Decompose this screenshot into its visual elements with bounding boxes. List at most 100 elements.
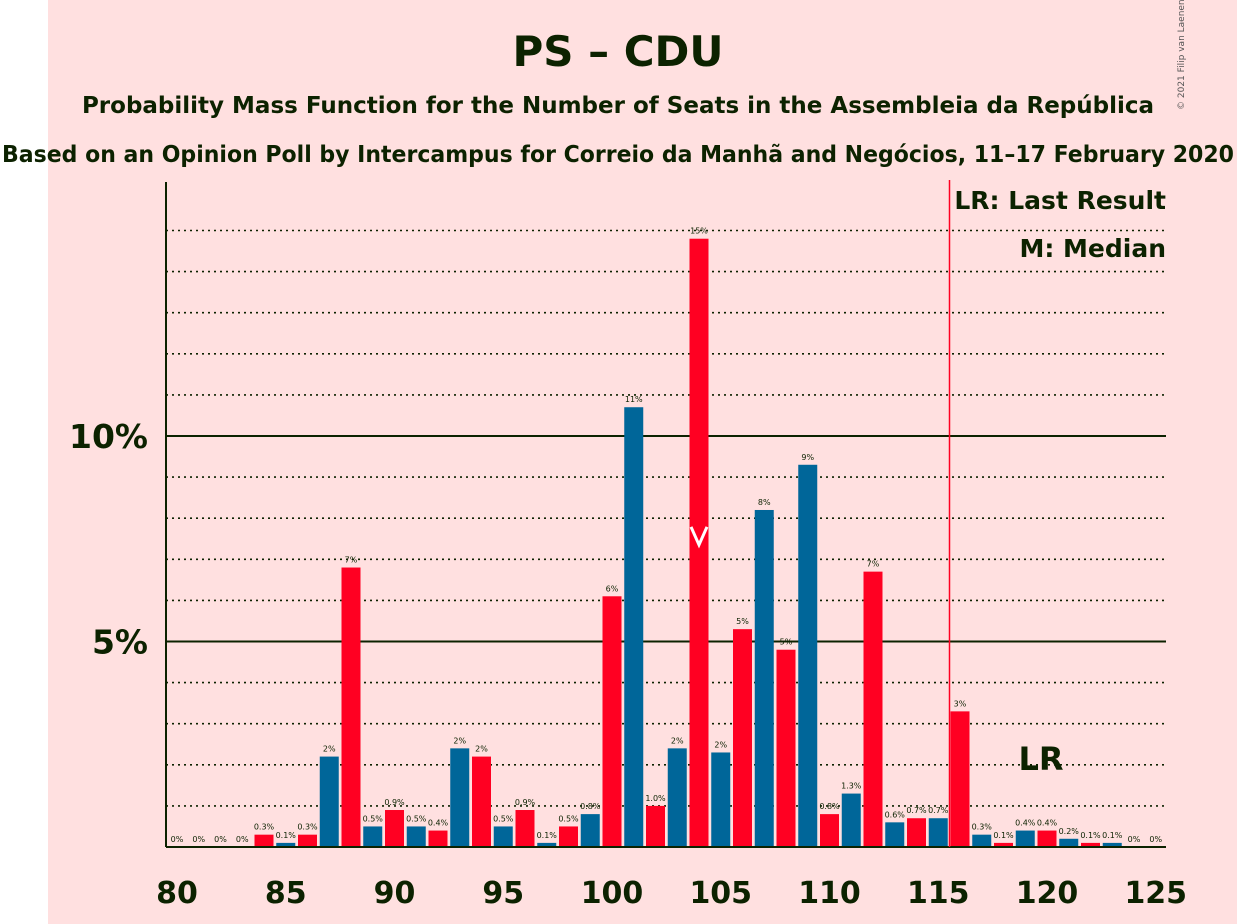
bar-label-120: 0.4% — [1037, 819, 1058, 828]
x-tick-85: 85 — [265, 876, 307, 911]
bar-114 — [907, 818, 926, 847]
chart-source: Based on an Opinion Poll by Intercampus … — [2, 142, 1234, 168]
bar-100 — [602, 596, 622, 847]
bar-label-80: 0% — [171, 835, 184, 844]
bar-label-104: 15% — [690, 227, 708, 236]
legend-last-result: LR: Last Result — [954, 186, 1166, 215]
bar-label-90: 0.9% — [384, 798, 405, 807]
bar-107 — [754, 509, 774, 847]
gridlines — [166, 229, 1166, 807]
last-result-marker: LR — [1018, 740, 1063, 778]
bar-label-105: 2% — [714, 740, 727, 749]
bar-label-86: 0.3% — [297, 823, 318, 832]
legend-median: M: Median — [1019, 234, 1166, 263]
bar-115 — [928, 818, 948, 847]
bar-label-95: 0.5% — [493, 814, 514, 823]
chart-subtitle: Probability Mass Function for the Number… — [82, 93, 1154, 119]
bar-label-100: 6% — [606, 584, 619, 593]
bar-109 — [798, 464, 818, 847]
bar-116 — [950, 711, 970, 847]
bar-label-119: 0.4% — [1015, 819, 1036, 828]
bar-label-124: 0% — [1128, 835, 1141, 844]
bar-103 — [667, 748, 687, 847]
bar-label-123: 0.1% — [1102, 831, 1123, 840]
bar-113 — [885, 822, 905, 847]
bar-label-85: 0.1% — [276, 831, 297, 840]
x-tick-90: 90 — [374, 876, 416, 911]
bar-122 — [1081, 842, 1100, 847]
bar-label-97: 0.1% — [537, 831, 558, 840]
bar-111 — [841, 793, 861, 847]
bar-label-121: 0.2% — [1059, 827, 1080, 836]
bar-121 — [1059, 838, 1079, 847]
bar-91 — [406, 826, 426, 847]
x-tick-115: 115 — [907, 876, 970, 911]
bar-120 — [1037, 830, 1057, 847]
x-tick-80: 80 — [156, 876, 198, 911]
bar-99 — [580, 814, 600, 847]
bar-97 — [537, 842, 557, 847]
bar-label-109: 9% — [801, 453, 814, 462]
bar-89 — [363, 826, 383, 847]
copyright-text: © 2021 Filip van Laenen — [1177, 0, 1187, 110]
x-tick-125: 125 — [1124, 876, 1187, 911]
bar-label-110: 0.8% — [819, 802, 840, 811]
y-tick-labels: 5% 10% — [69, 417, 148, 662]
bar-label-98: 0.5% — [558, 814, 579, 823]
bar-label-92: 0.4% — [428, 819, 449, 828]
bar-label-82: 0% — [214, 835, 227, 844]
bar-label-91: 0.5% — [406, 814, 427, 823]
bar-label-89: 0.5% — [363, 814, 384, 823]
bar-label-118: 0.1% — [993, 831, 1014, 840]
bar-119 — [1015, 830, 1035, 847]
bar-labels: 0% 0% 0% 0%0.3%0.1%0.3%2%7%0.5%0.9%0.5% 0.4%… — [171, 227, 1163, 844]
bar-label-83: 0% — [236, 835, 249, 844]
bar-label-106: 5% — [736, 617, 749, 626]
bar-93 — [450, 748, 470, 847]
bar-88 — [341, 567, 361, 847]
chart-title: PS – CDU — [512, 27, 723, 76]
bar-label-117: 0.3% — [972, 823, 993, 832]
bar-label-125: 0% — [1149, 835, 1162, 844]
bar-90 — [385, 810, 404, 847]
x-tick-105: 105 — [689, 876, 752, 911]
x-tick-95: 95 — [482, 876, 524, 911]
bar-label-116: 3% — [954, 699, 967, 708]
median-marker — [689, 526, 709, 549]
bar-label-115: 0.7% — [928, 806, 949, 815]
bar-label-88: 7% — [345, 556, 358, 565]
bar-label-114: 0.7% — [906, 806, 927, 815]
x-tick-110: 110 — [798, 876, 861, 911]
bar-label-99: 0.8% — [580, 802, 601, 811]
bar-98 — [559, 826, 578, 847]
bar-102 — [646, 805, 665, 847]
x-tick-120: 120 — [1016, 876, 1079, 911]
bar-108 — [776, 649, 796, 847]
bars — [254, 238, 1122, 848]
bar-123 — [1102, 842, 1122, 847]
bar-label-108: 5% — [780, 638, 793, 647]
bar-label-87: 2% — [323, 745, 336, 754]
bar-94 — [472, 756, 491, 847]
bar-label-93: 2% — [453, 736, 466, 745]
bar-label-81: 0% — [192, 835, 205, 844]
bar-label-122: 0.1% — [1080, 831, 1101, 840]
bar-84 — [254, 834, 274, 847]
bar-110 — [820, 814, 839, 847]
bar-96 — [515, 810, 535, 847]
bar-label-112: 7% — [867, 560, 880, 569]
bar-label-103: 2% — [671, 736, 684, 745]
bar-112 — [863, 571, 883, 847]
bar-label-113: 0.6% — [885, 810, 906, 819]
bar-92 — [428, 830, 448, 847]
bar-86 — [298, 834, 317, 847]
bar-label-96: 0.9% — [515, 798, 536, 807]
bar-117 — [972, 834, 992, 847]
y-tick-5: 5% — [92, 623, 148, 662]
bar-85 — [276, 842, 296, 847]
y-tick-10: 10% — [69, 417, 148, 456]
bar-label-111: 1.3% — [841, 782, 862, 791]
bar-118 — [994, 842, 1013, 847]
bar-label-102: 1.0% — [645, 794, 666, 803]
